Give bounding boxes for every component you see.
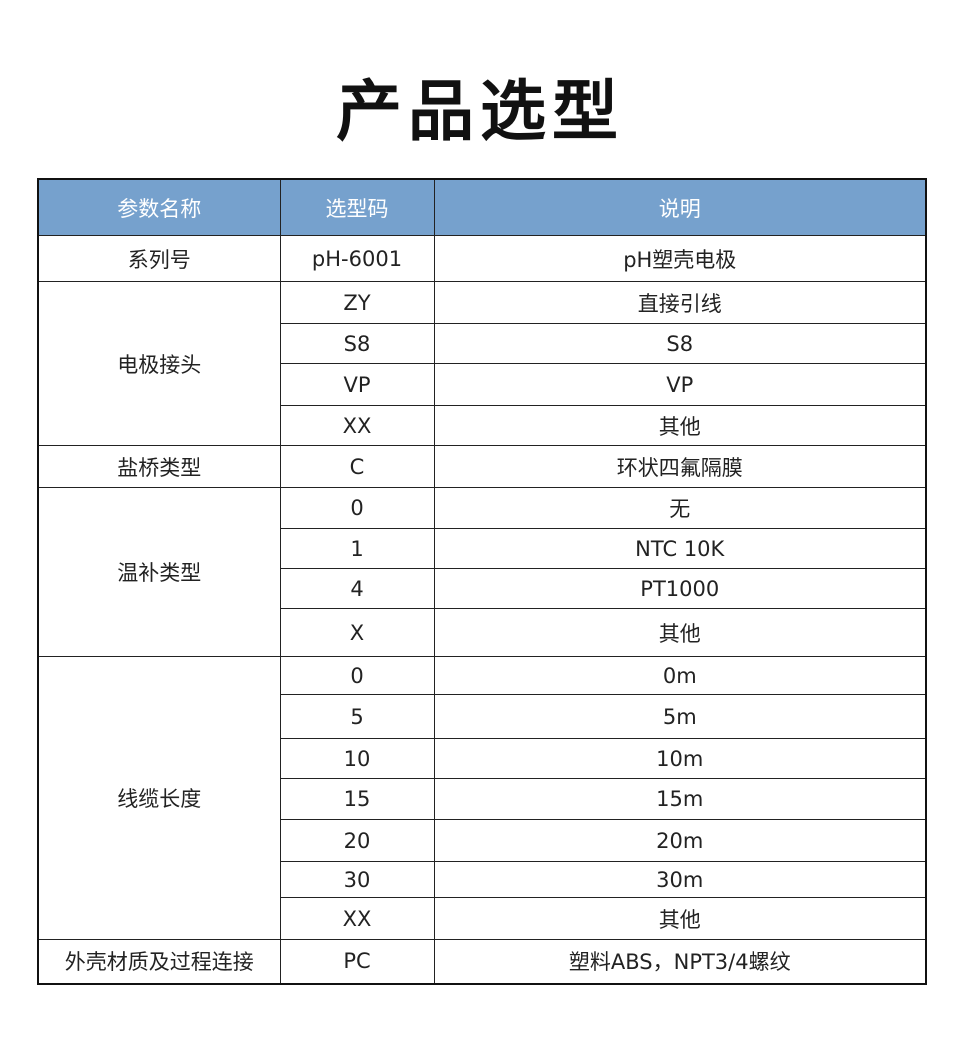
option-desc: 其他 bbox=[433, 897, 927, 940]
option-code: ZY bbox=[279, 281, 435, 324]
option-desc: pH塑壳电极 bbox=[433, 235, 927, 282]
option-desc: 20m bbox=[433, 819, 927, 862]
option-desc: 其他 bbox=[433, 608, 927, 657]
option-desc: 无 bbox=[433, 487, 927, 529]
option-desc: 其他 bbox=[433, 405, 927, 446]
option-code: X bbox=[279, 608, 435, 657]
option-desc: 15m bbox=[433, 778, 927, 820]
table-header-row: 参数名称 选型码 说明 bbox=[37, 178, 927, 236]
param-name: 电极接头 bbox=[37, 281, 281, 446]
table-row: 15 15m bbox=[38, 778, 927, 820]
option-code: 5 bbox=[279, 694, 435, 739]
selection-table: 参数名称 选型码 说明 系列号 pH-6001 pH塑壳电极 电极接头 ZY 直接引线 S8… bbox=[37, 178, 927, 985]
table-row: 系列号 pH-6001 pH塑壳电极 bbox=[37, 235, 927, 282]
option-desc: VP bbox=[433, 363, 927, 406]
header-desc: 说明 bbox=[433, 178, 927, 236]
option-code: 4 bbox=[279, 568, 435, 609]
table-row: XX 其他 bbox=[38, 405, 927, 446]
table-row: 20 20m bbox=[38, 819, 927, 862]
page-title: 产品选型 bbox=[336, 73, 624, 150]
option-code: 0 bbox=[279, 656, 435, 695]
table-row: 电极接头 ZY 直接引线 bbox=[37, 281, 927, 446]
table-row: XX 其他 bbox=[38, 897, 927, 940]
option-desc: S8 bbox=[433, 323, 927, 364]
option-code: 15 bbox=[279, 778, 435, 820]
header-param: 参数名称 bbox=[37, 178, 281, 236]
table-row: 温补类型 0 无 bbox=[37, 487, 927, 657]
param-name: 盐桥类型 bbox=[37, 445, 281, 488]
param-name: 温补类型 bbox=[37, 487, 281, 657]
table-row: 4 PT1000 bbox=[38, 568, 927, 609]
header-code: 选型码 bbox=[279, 178, 435, 236]
option-code: pH-6001 bbox=[279, 235, 435, 282]
option-code: 10 bbox=[279, 738, 435, 779]
option-desc: 5m bbox=[433, 694, 927, 739]
option-desc: 直接引线 bbox=[433, 281, 927, 324]
option-code: PC bbox=[279, 939, 435, 984]
option-code: VP bbox=[279, 363, 435, 406]
option-desc: 30m bbox=[433, 861, 927, 898]
option-desc: PT1000 bbox=[433, 568, 927, 609]
option-code: 1 bbox=[279, 528, 435, 569]
table-row: S8 S8 bbox=[38, 323, 927, 364]
option-code: 0 bbox=[279, 487, 435, 529]
option-code: C bbox=[279, 445, 435, 488]
option-code: S8 bbox=[279, 323, 435, 364]
table-row: X 其他 bbox=[38, 608, 927, 657]
param-name: 系列号 bbox=[37, 235, 281, 282]
option-code: 20 bbox=[279, 819, 435, 862]
option-desc: 环状四氟隔膜 bbox=[433, 445, 927, 488]
option-desc: 0m bbox=[433, 656, 927, 695]
table-row: 5 5m bbox=[38, 694, 927, 739]
table-row: 盐桥类型 C 环状四氟隔膜 bbox=[37, 445, 927, 488]
option-desc: 10m bbox=[433, 738, 927, 779]
table-row: 外壳材质及过程连接 PC 塑料ABS，NPT3/4螺纹 bbox=[37, 939, 927, 984]
option-desc: 塑料ABS，NPT3/4螺纹 bbox=[433, 939, 927, 984]
option-desc: NTC 10K bbox=[433, 528, 927, 569]
table-row: 10 10m bbox=[38, 738, 927, 779]
param-name: 线缆长度 bbox=[37, 656, 281, 940]
param-name: 外壳材质及过程连接 bbox=[37, 939, 281, 984]
table-row: 线缆长度 0 0m bbox=[37, 656, 927, 940]
option-code: XX bbox=[279, 897, 435, 940]
option-code: XX bbox=[279, 405, 435, 446]
option-code: 30 bbox=[279, 861, 435, 898]
